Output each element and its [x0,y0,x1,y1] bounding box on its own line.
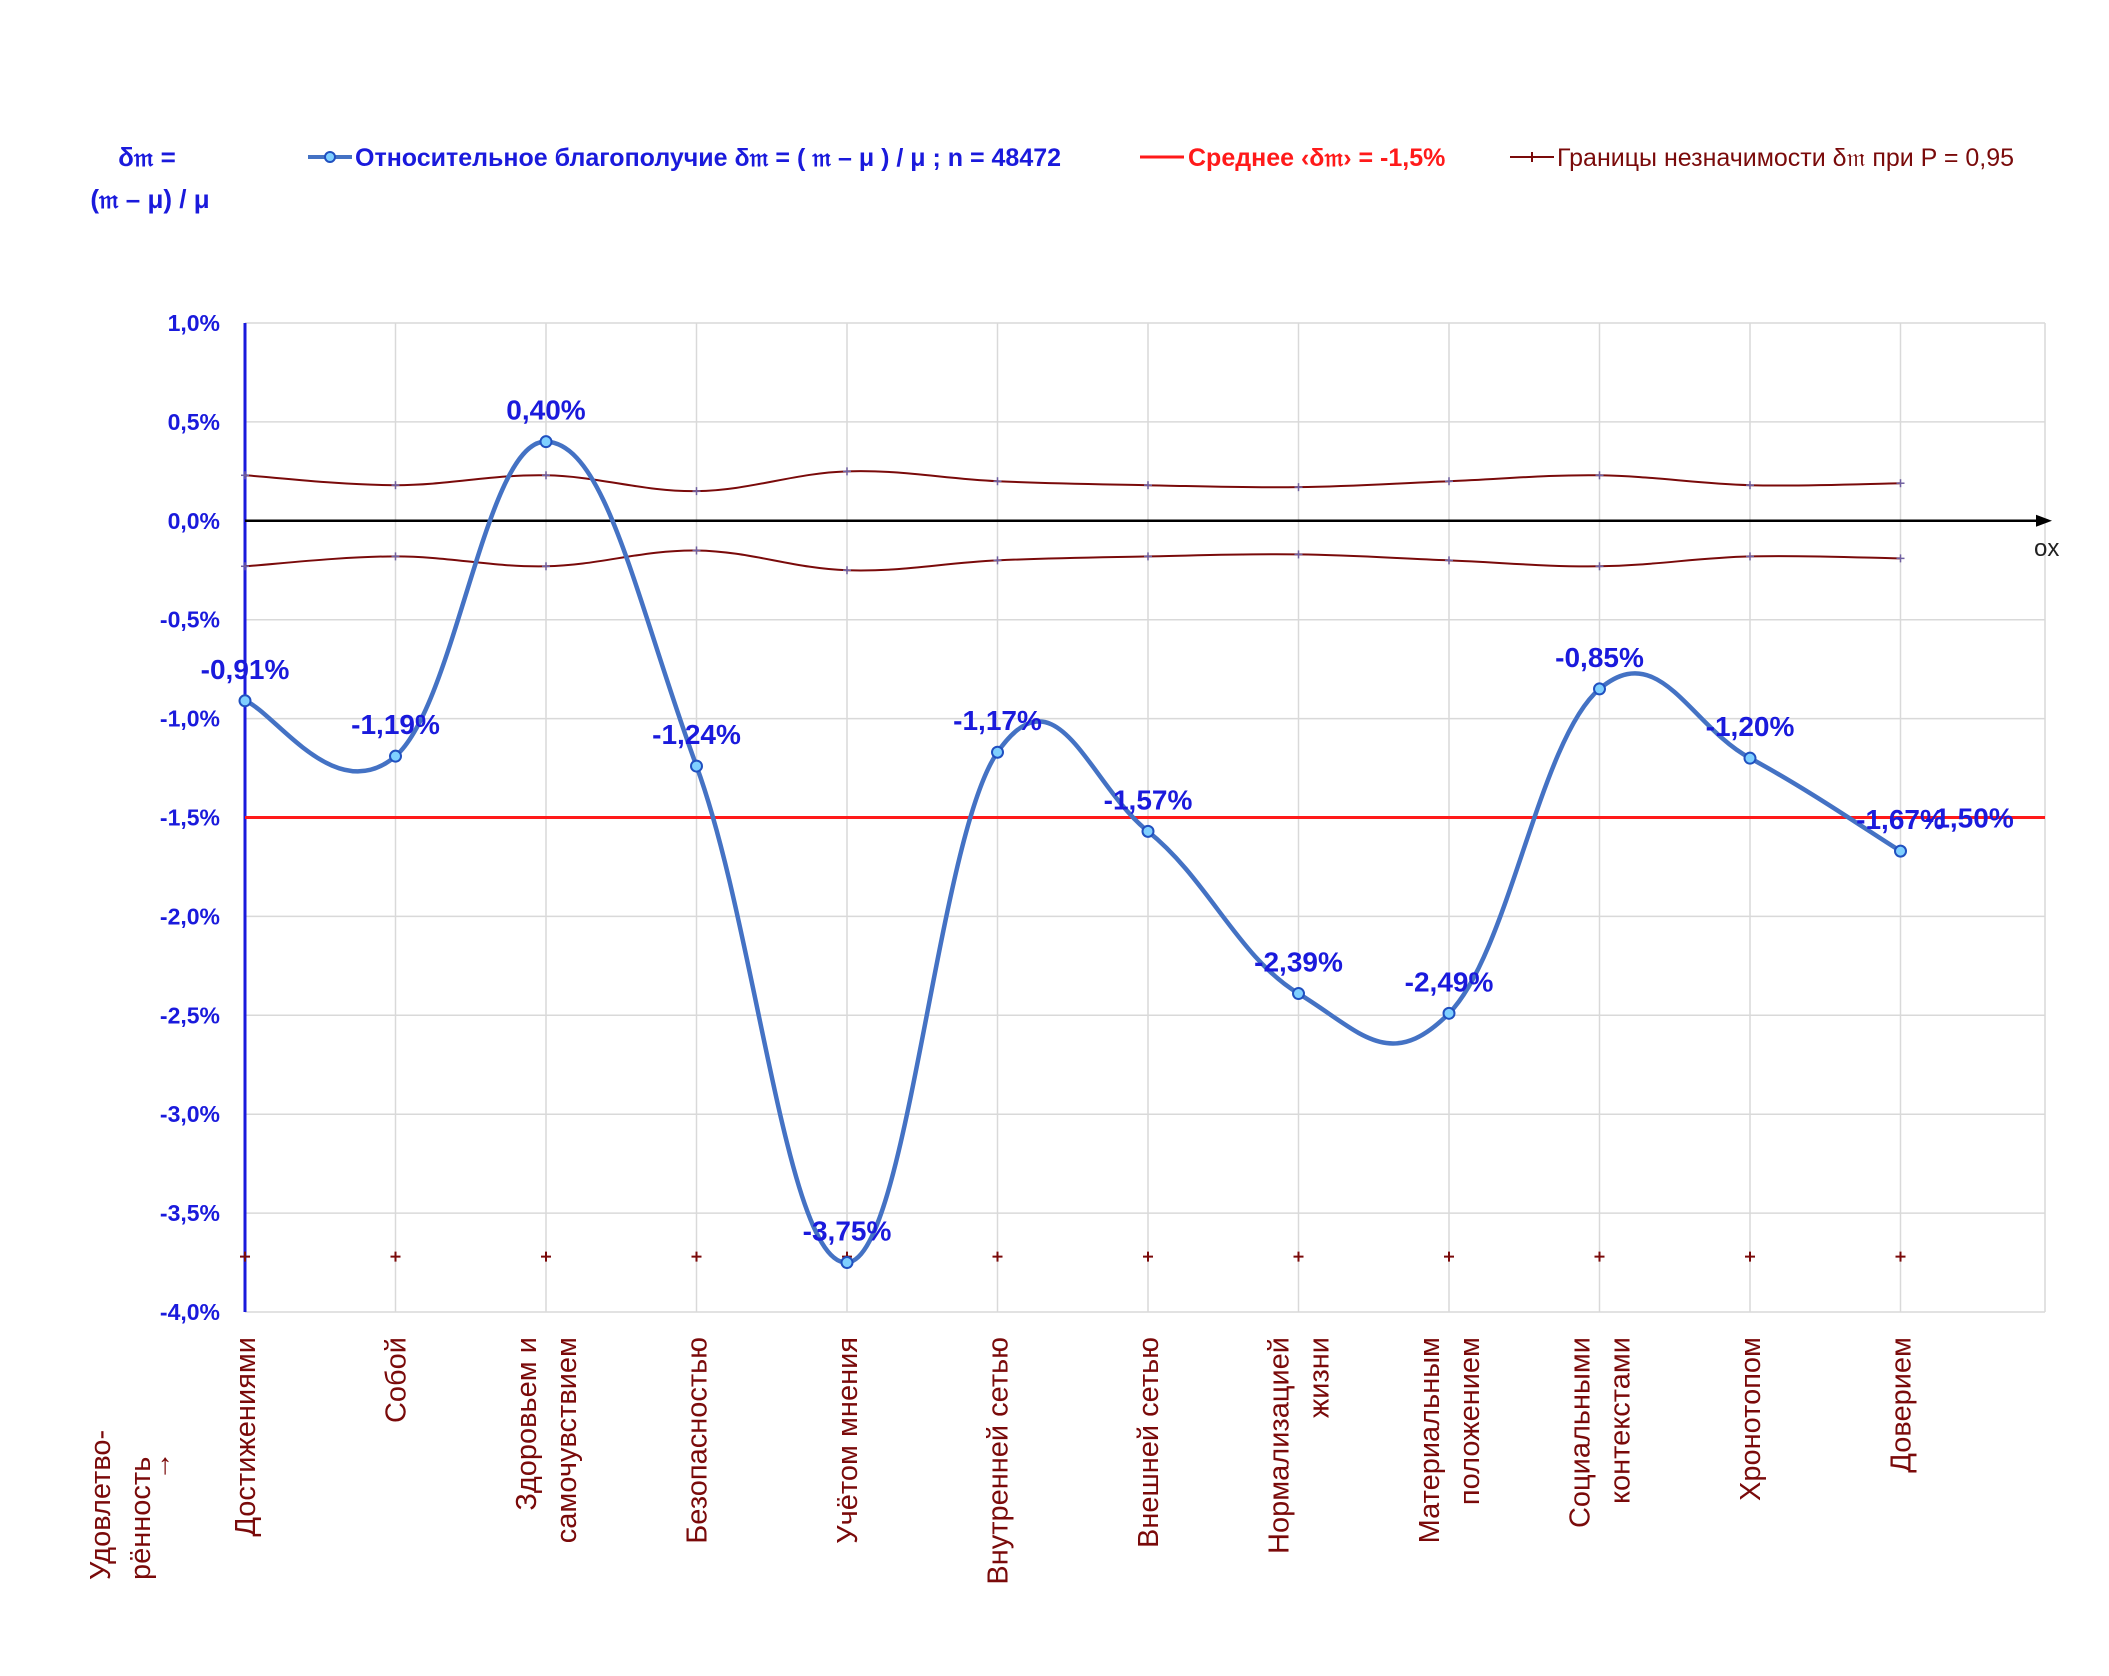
data-label: -3,75% [803,1216,892,1247]
bound-upper-line [244,470,1901,493]
data-point [1894,844,1907,858]
data-label: 0,40% [506,395,585,426]
legend-label-relative-wellbeing: Относительное благополучие δ𝔪 = ( 𝔪 – μ … [355,144,1061,172]
data-label: -0,85% [1555,642,1644,673]
y-axis-title-line2: (𝔪 – μ) / μ [90,184,209,214]
data-label: -1,19% [351,709,440,740]
category-label: Внутренней сетью [983,1337,1015,1585]
category-label: Достижениями [230,1337,262,1537]
y-tick-label: -0,5% [160,607,220,633]
data-label: -1,20% [1706,711,1795,742]
category-label: Нормализацией жизни [1264,1337,1336,1554]
x-axis-title-line2: рённость [125,1457,157,1580]
series-line-relative-wellbeing [244,439,1902,1265]
y-tick-label: -1,5% [160,805,220,831]
y-tick-label: 1,0% [168,310,220,336]
category-label-line: Материальным [1414,1337,1446,1543]
data-point [991,745,1004,759]
legend: Относительное благополучие δ𝔪 = ( 𝔪 – μ … [308,144,2014,172]
legend-label-mean: Среднее ‹δ𝔪› = -1,5% [1188,144,1445,172]
y-tick-label: -3,5% [160,1200,220,1226]
y-tick-label: -2,5% [160,1002,220,1028]
category-label: Учётом мнения [832,1337,864,1544]
y-tick-label: 0,5% [168,409,220,435]
category-label-line: Учётом мнения [832,1337,864,1544]
category-label: Социальными контекстами [1565,1337,1637,1528]
y-tick-label: -2,0% [160,903,220,929]
y-tick-label: -3,0% [160,1101,220,1127]
category-label-line: Доверием [1886,1337,1918,1473]
legend-item-relative-wellbeing: Относительное благополучие δ𝔪 = ( 𝔪 – μ … [308,144,1061,172]
category-label: Доверием [1886,1337,1918,1473]
data-point [1141,824,1155,838]
category-label-line: Здоровьем и [511,1337,543,1511]
bound-lower-line [244,549,1901,572]
x-axis-arrowhead [2036,514,2052,527]
data-point [840,1256,854,1270]
data-label: -1,17% [953,705,1042,736]
labels-layer: 1,0% 0,5% 0,0% -0,5% -1,0% -1,5% -2,0% -2,5% -3,… [160,310,2014,1585]
data-label: -0,91% [201,654,290,685]
data-point [539,435,553,449]
data-point [1442,1006,1456,1020]
category-label-line: Социальными [1565,1337,1597,1528]
category-label-line: Внутренней сетью [983,1337,1015,1585]
legend-label-bounds: Границы незначимости δ𝔪 при P = 0,95 [1557,144,2014,172]
category-label-line: Собой [381,1337,413,1423]
data-label: -1,57% [1104,784,1193,815]
data-label: -2,39% [1254,947,1343,978]
category-label: Здоровьем и самочувствием [511,1337,583,1543]
data-point [389,749,402,763]
data-label: -1,67% [1856,804,1945,835]
data-point [690,759,703,773]
series-layer [238,435,2045,1270]
category-label-line: контекстами [1605,1337,1637,1504]
x-axis-name: ox [2034,535,2059,562]
category-label-line: Безопасностью [682,1337,714,1544]
y-tick-label: -4,0% [160,1299,220,1325]
category-label: Внешней сетью [1133,1337,1165,1548]
category-label-line: самочувствием [551,1337,583,1543]
category-label-line: Внешней сетью [1133,1337,1165,1548]
data-point [1292,987,1305,1001]
category-label: Собой [381,1337,413,1423]
data-point [1593,682,1606,696]
data-point [238,694,252,708]
category-label-line: жизни [1304,1337,1336,1418]
x-axis-title: Удовлетво- рённость [85,1422,157,1580]
mean-label: -1,50% [1925,803,2014,834]
data-label: -1,24% [652,719,741,750]
y-tick-label: -1,0% [160,706,220,732]
category-label-line: положением [1454,1337,1486,1505]
category-label-line: Достижениями [230,1337,262,1537]
category-label: Материальным положением [1414,1337,1486,1543]
y-axis-title-line1: δ𝔪 = [118,142,176,172]
data-point [1743,751,1757,765]
category-label: Хронотопом [1735,1337,1767,1501]
category-label-line: Нормализацией [1264,1337,1296,1554]
legend-item-mean: Среднее ‹δ𝔪› = -1,5% [1140,144,1445,172]
x-axis-title-line1: Удовлетво- [85,1430,117,1580]
category-label: Безопасностью [682,1337,714,1544]
data-label: -2,49% [1405,966,1494,997]
x-axis-arrow: → [145,1452,177,1481]
legend-item-bounds: Границы незначимости δ𝔪 при P = 0,95 [1510,144,2014,172]
y-tick-label: 0,0% [168,508,220,534]
category-label-line: Хронотопом [1735,1337,1767,1501]
